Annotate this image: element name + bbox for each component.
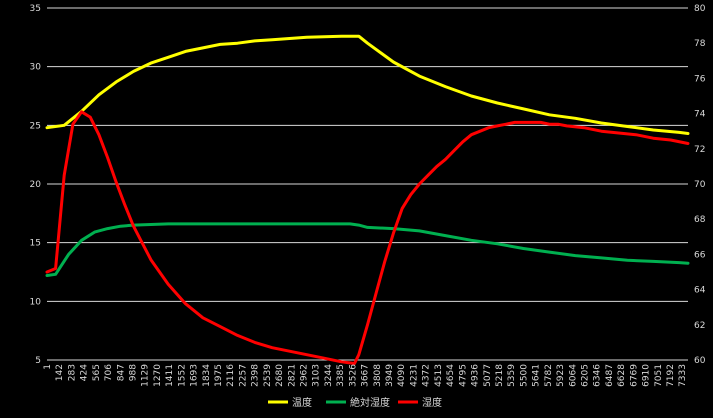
x-tick-label: 6910 <box>642 364 652 387</box>
x-tick-label: 3808 <box>373 364 383 387</box>
x-tick-label: 4090 <box>397 364 407 387</box>
x-tick-label: 7051 <box>654 364 664 387</box>
x-tick-label: 5641 <box>532 364 542 387</box>
x-tick-label: 3103 <box>312 364 322 387</box>
y2-tick-label: 64 <box>694 286 706 296</box>
x-tick-label: 4795 <box>458 364 468 387</box>
legend: 温度 絶対湿度 湿度 <box>268 396 442 409</box>
x-tick-label: 1270 <box>153 364 163 387</box>
x-tick-label: 2680 <box>275 364 285 387</box>
x-tick-label: 1 <box>43 364 53 370</box>
legend-label-0: 温度 <box>292 396 312 409</box>
x-tick-label: 2398 <box>251 364 261 387</box>
y-tick-label: 20 <box>30 180 42 190</box>
x-tick-label: 1552 <box>177 364 187 387</box>
y2-tick-label: 70 <box>694 180 706 190</box>
x-tick-label: 2257 <box>238 364 248 387</box>
x-tick-label: 7333 <box>678 364 688 387</box>
x-tick-label: 6205 <box>580 364 590 387</box>
y-tick-label: 10 <box>30 297 42 307</box>
y-tick-label: 30 <box>30 63 42 73</box>
series-lines <box>45 34 690 365</box>
y-axis-left-labels: 5 10 15 20 25 30 35 <box>30 4 42 366</box>
y-tick-label: 5 <box>35 356 41 366</box>
x-tick-label: 5782 <box>544 364 554 387</box>
x-tick-label: 424 <box>80 364 90 381</box>
x-tick-label: 5077 <box>483 364 493 387</box>
series-line-2 <box>45 110 690 365</box>
x-tick-label: 4513 <box>434 364 444 387</box>
x-tick-label: 4654 <box>446 364 456 387</box>
y2-tick-label: 76 <box>694 74 706 84</box>
x-tick-label: 1834 <box>202 364 212 387</box>
x-tick-label: 5218 <box>495 364 505 387</box>
series-line-0 <box>45 34 690 135</box>
x-tick-label: 5359 <box>507 364 517 387</box>
x-tick-label: 706 <box>104 364 114 381</box>
x-tick-label: 3526 <box>348 364 358 387</box>
gridlines <box>47 7 688 361</box>
x-axis-labels: 1 142 283 424 565 706 847 988 1129 1270 1411 1552 16… <box>43 364 688 387</box>
y2-tick-label: 62 <box>694 321 705 331</box>
y2-tick-label: 68 <box>694 215 706 225</box>
y-axis-right-labels: 60 62 64 66 68 70 72 74 76 78 80 <box>694 4 706 366</box>
y2-tick-label: 80 <box>694 4 706 14</box>
x-tick-label: 2539 <box>263 364 273 387</box>
x-tick-label: 1975 <box>214 364 224 387</box>
x-tick-label: 3667 <box>361 364 371 387</box>
y-tick-label: 25 <box>30 121 41 131</box>
x-tick-label: 5500 <box>519 364 529 387</box>
x-tick-label: 4372 <box>422 364 432 387</box>
y2-tick-label: 66 <box>694 250 706 260</box>
x-tick-label: 847 <box>116 364 126 381</box>
x-tick-label: 6346 <box>593 364 603 387</box>
legend-label-1: 絶対湿度 <box>350 396 390 409</box>
x-tick-label: 4231 <box>409 364 419 387</box>
x-tick-label: 6628 <box>617 364 627 387</box>
x-tick-label: 1129 <box>141 364 151 387</box>
x-tick-label: 1693 <box>190 364 200 387</box>
x-tick-label: 3385 <box>336 364 346 387</box>
x-tick-label: 4936 <box>471 364 481 387</box>
y-tick-label: 35 <box>30 4 41 14</box>
x-tick-label: 6769 <box>629 364 639 387</box>
x-tick-label: 2821 <box>287 364 297 387</box>
x-tick-label: 3244 <box>324 364 334 387</box>
x-tick-label: 6487 <box>605 364 615 387</box>
x-tick-label: 2116 <box>226 364 236 387</box>
y2-tick-label: 72 <box>694 145 705 155</box>
series-line-1 <box>45 222 690 277</box>
x-tick-label: 7192 <box>666 364 676 387</box>
y2-tick-label: 78 <box>694 39 706 49</box>
y2-tick-label: 74 <box>694 110 706 120</box>
x-tick-label: 3949 <box>385 364 395 387</box>
y-tick-label: 15 <box>30 239 41 249</box>
x-tick-label: 565 <box>92 364 102 381</box>
x-tick-label: 988 <box>129 364 139 381</box>
x-tick-label: 2962 <box>300 364 310 387</box>
y2-tick-label: 60 <box>694 356 706 366</box>
x-tick-label: 142 <box>55 364 65 381</box>
x-tick-label: 1411 <box>165 364 175 387</box>
x-tick-label: 6064 <box>568 364 578 387</box>
x-tick-label: 283 <box>67 364 77 381</box>
x-tick-label: 5923 <box>556 364 566 387</box>
legend-label-2: 湿度 <box>422 396 442 409</box>
